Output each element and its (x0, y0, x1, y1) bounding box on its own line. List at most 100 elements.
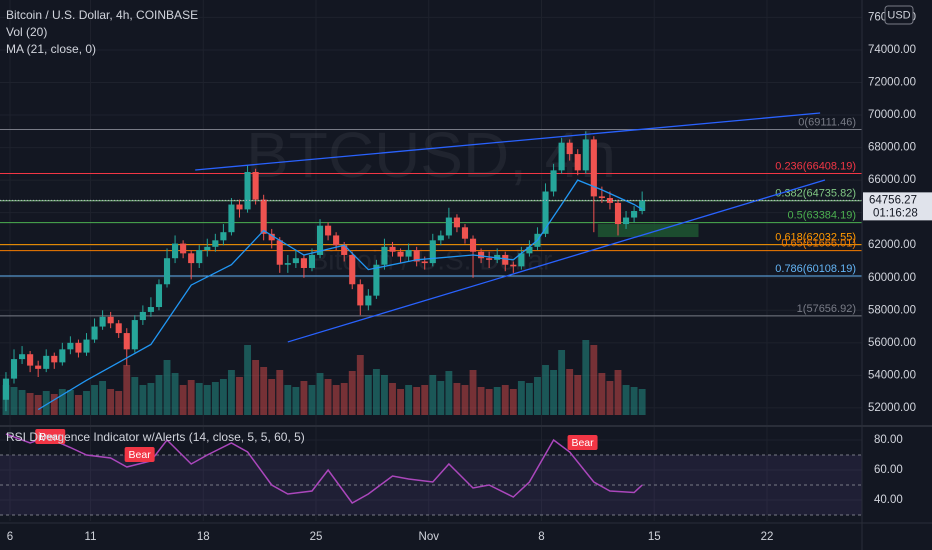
volume-bar (566, 369, 574, 415)
candle-body (83, 339, 90, 353)
volume-bar (590, 345, 598, 415)
volume-bar (115, 391, 123, 415)
volume-bar (558, 350, 566, 415)
candle-body (357, 284, 364, 306)
fib-label: 0.65(61666.01) (781, 238, 856, 250)
candle-body (27, 354, 34, 366)
candle-body (526, 246, 533, 254)
candle-body (260, 199, 267, 234)
fib-label: 0(69111.46) (798, 116, 856, 128)
bear-label: Bear (39, 431, 62, 443)
volume-bar (461, 385, 469, 415)
volume-bar (187, 380, 195, 415)
candle-body (333, 235, 340, 246)
volume-bar (236, 377, 243, 415)
candle-body (421, 261, 428, 264)
volume-bar (405, 385, 413, 415)
rsi-tick-label: 60.00 (874, 464, 903, 476)
candle-body (389, 246, 396, 252)
volume-bar (268, 379, 276, 415)
volume-bar (252, 360, 260, 415)
candle-body (147, 307, 154, 312)
candle-body (349, 254, 356, 285)
last-price-label: 64756.27 (869, 194, 917, 206)
volume-bar (485, 389, 493, 415)
bear-badge (124, 447, 155, 462)
candle-body (244, 171, 251, 210)
volume-bar (58, 389, 66, 415)
candle-body (2, 378, 10, 400)
candle-body (139, 311, 146, 321)
candle-body (598, 196, 605, 199)
volume-bar (389, 383, 396, 415)
zone (597, 224, 699, 238)
volume-bar (364, 375, 372, 415)
volume-bar (598, 373, 606, 415)
y-tick-label: 52000.00 (868, 402, 916, 414)
candle-body (373, 264, 380, 296)
last-price-box (863, 192, 932, 221)
candle-body (453, 217, 460, 228)
volume-bar (421, 385, 429, 415)
x-tick-label: 11 (85, 531, 97, 543)
candle-body (510, 264, 517, 267)
volume-bar (493, 387, 501, 415)
candle-body (397, 251, 404, 257)
volume-bar (107, 389, 115, 415)
candle-body (131, 320, 138, 350)
volume-bar (123, 365, 131, 415)
bear-label: Bear (129, 449, 152, 461)
volume-bar (332, 385, 340, 415)
currency-badge[interactable] (884, 5, 914, 25)
volume-bar (469, 370, 477, 415)
x-tick-label: 8 (538, 531, 544, 543)
candle-body (461, 227, 469, 239)
y-tick-label: 58000.00 (868, 304, 916, 316)
y-tick-label: 72000.00 (868, 77, 916, 89)
candle-body (365, 295, 372, 306)
bear-badge (567, 435, 598, 450)
volume-bar (147, 383, 155, 415)
currency-label[interactable]: USD (887, 9, 910, 21)
volume-bar (91, 385, 98, 415)
volume-bar (42, 391, 50, 415)
volume-bar (453, 383, 461, 415)
candle-body (542, 191, 549, 234)
candle-body (502, 254, 509, 265)
candle-body (566, 142, 573, 155)
volume-bar (614, 370, 622, 415)
symbol-title: Bitcoin / U.S. Dollar, 4h, COINBASE (6, 8, 198, 22)
volume-bar (324, 379, 332, 415)
bear-badge (35, 429, 66, 444)
fib-label: 1(57656.92) (797, 303, 856, 315)
volume-bar (50, 394, 58, 415)
volume-bar (131, 377, 139, 415)
volume-bar (429, 375, 437, 415)
candle-body (276, 240, 283, 265)
volume-bar (308, 385, 316, 415)
candle-body (292, 258, 299, 264)
candle-body (268, 233, 275, 241)
candle-body (558, 142, 565, 171)
volume-bar (550, 370, 557, 415)
rsi-tick-label: 80.00 (874, 434, 903, 446)
y-tick-label: 60000.00 (868, 272, 916, 284)
volume-bar (356, 355, 364, 415)
candle-body (99, 316, 106, 327)
candle-body (220, 232, 227, 241)
rsi-band (0, 455, 862, 515)
candle-body (639, 200, 646, 212)
candle-body (188, 253, 195, 264)
volume-bar (437, 381, 445, 415)
volume-bar (525, 383, 533, 415)
volume-bar (155, 375, 163, 415)
candle-body (550, 170, 557, 192)
candle-body (35, 365, 42, 369)
y-tick-label: 66000.00 (868, 174, 916, 186)
volume-bar (501, 385, 509, 415)
y-tick-label: 74000.00 (868, 44, 916, 56)
fib-label: 0.236(66408.19) (775, 160, 856, 172)
trendline (195, 112, 821, 171)
volume-bar (75, 395, 82, 415)
